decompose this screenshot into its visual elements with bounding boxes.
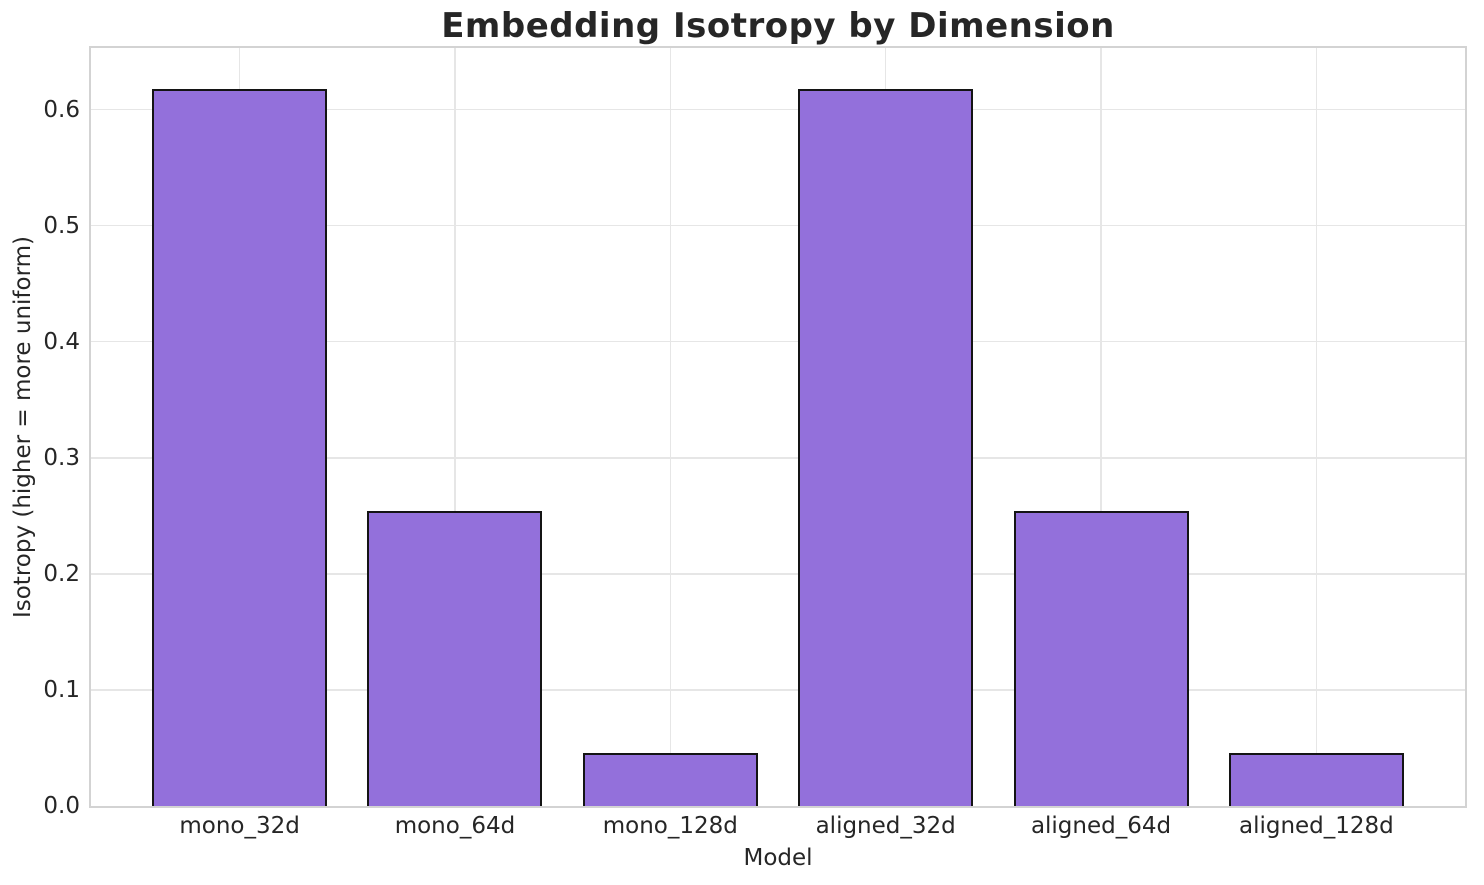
plot-area [89,46,1467,808]
x-tick-label: aligned_64d [1030,813,1172,839]
x-tick-label: mono_32d [179,813,300,839]
h-gridline [91,108,1465,111]
y-tick-label: 0.5 [43,212,80,239]
h-gridline [91,573,1465,575]
chart-title: Embedding Isotropy by Dimension [441,6,1115,46]
v-gridline [1100,48,1102,806]
h-gridline [91,224,1465,227]
bar-mono_32d [152,88,328,806]
y-tick-label: 0.1 [43,676,80,703]
bar-mono_64d [367,511,543,806]
bar-aligned_64d [1013,511,1189,806]
h-gridline [91,340,1465,343]
x-tick-label: aligned_32d [815,813,956,839]
v-gridline [1315,48,1318,806]
x-axis-label: Model [743,845,813,871]
x-tick-label: mono_64d [394,813,516,839]
y-tick-label: 0.2 [43,560,80,587]
bar-aligned_32d [798,88,974,806]
h-gridline [91,689,1465,691]
v-gridline [454,48,456,806]
bar-mono_128d [582,752,758,806]
v-gridline [669,48,672,806]
y-tick-label: 0.6 [43,96,80,123]
y-tick-label: 0.3 [43,444,80,471]
x-tick-label: aligned_128d [1238,813,1394,839]
y-tick-label: 0.0 [43,793,80,819]
bar-aligned_128d [1228,752,1404,806]
x-tick-label: mono_128d [602,813,738,839]
h-gridline [91,457,1465,459]
y-tick-label: 0.4 [43,328,80,355]
